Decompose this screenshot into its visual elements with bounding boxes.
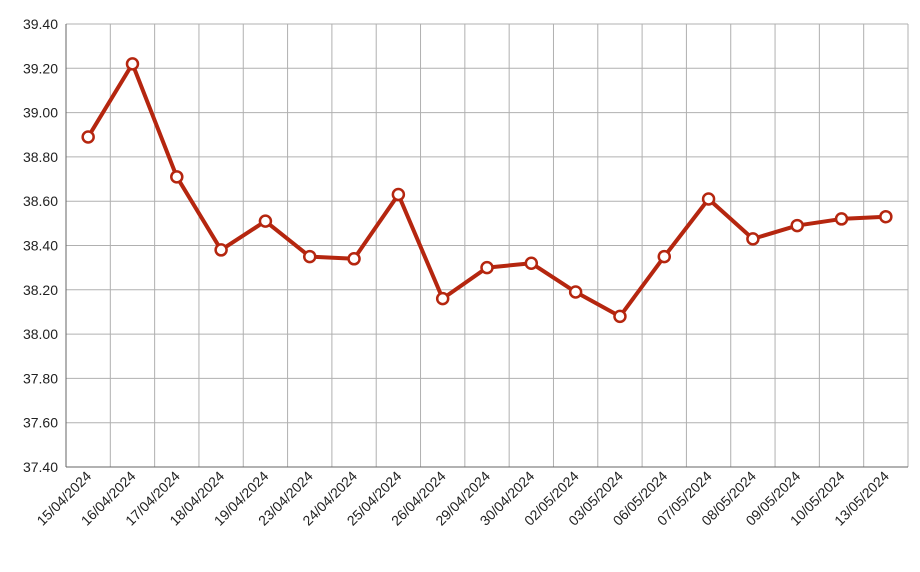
point xyxy=(435,291,450,306)
y-tick-label: 39.40 xyxy=(23,16,58,32)
point xyxy=(701,192,716,206)
point xyxy=(125,57,140,71)
point xyxy=(879,209,893,224)
point xyxy=(302,249,317,264)
y-tick-label: 38.80 xyxy=(23,149,58,165)
y-tick-label: 38.00 xyxy=(23,326,58,342)
point xyxy=(214,243,228,257)
point xyxy=(657,249,672,264)
point xyxy=(347,252,361,266)
point xyxy=(834,212,849,226)
line xyxy=(86,61,886,319)
point xyxy=(613,309,627,324)
y-tick-label: 37.40 xyxy=(23,459,58,475)
point xyxy=(258,214,273,228)
y-tick-label: 39.20 xyxy=(23,60,58,76)
y-tick-label: 39.00 xyxy=(23,105,58,121)
point xyxy=(568,285,583,299)
y-tick-label: 38.60 xyxy=(23,193,58,209)
point xyxy=(746,232,760,246)
y-tick-label: 38.40 xyxy=(23,238,58,254)
point xyxy=(524,256,539,270)
point xyxy=(81,130,95,144)
point xyxy=(391,187,406,202)
point xyxy=(790,218,804,233)
point xyxy=(480,260,494,275)
y-tick-label: 37.80 xyxy=(23,370,58,386)
y-tick-label: 38.20 xyxy=(23,282,58,298)
y-tick-label: 37.60 xyxy=(23,415,58,431)
point xyxy=(170,170,184,184)
